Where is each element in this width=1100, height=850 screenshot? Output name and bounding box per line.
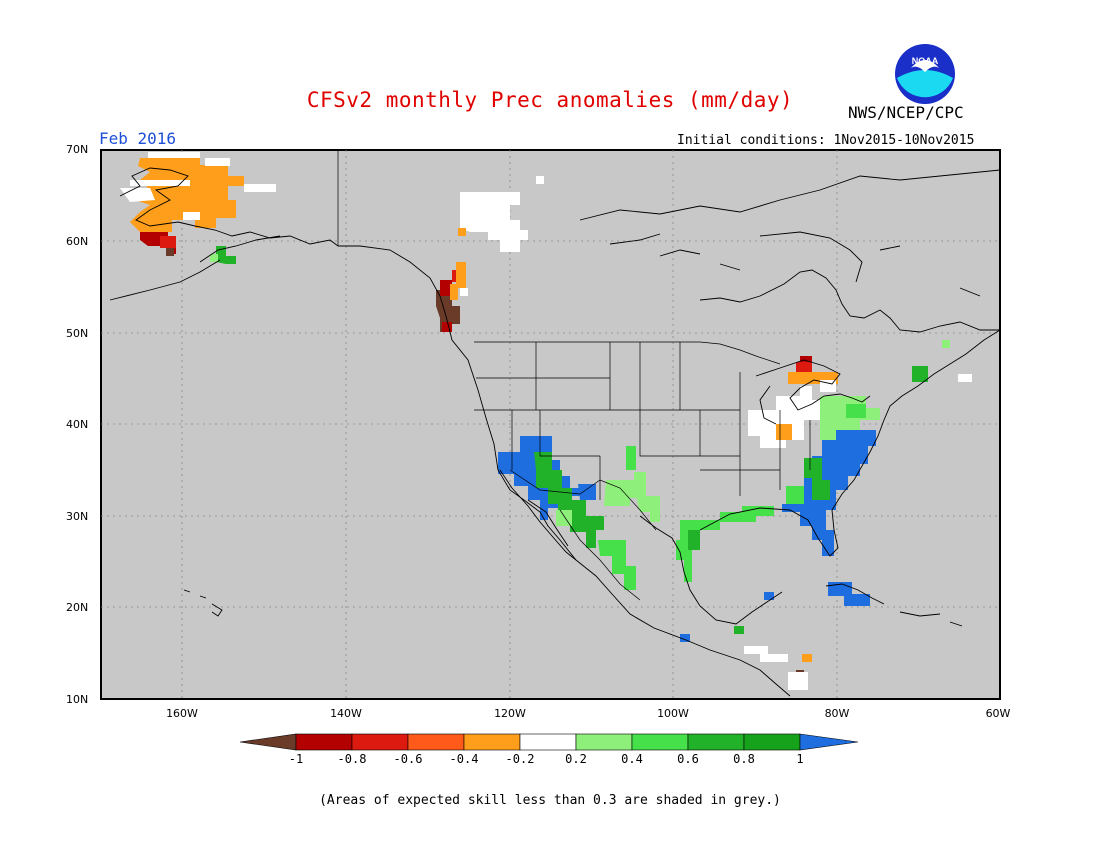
- colorbar-tick-label: 1: [796, 752, 804, 766]
- lat-label-60n: 60N: [66, 235, 89, 248]
- noaa-logo-text: NOAA: [912, 56, 939, 66]
- anomaly-cells: [120, 152, 972, 690]
- lat-label-10n: 10N: [66, 693, 89, 706]
- lon-label-100w: 100W: [657, 707, 689, 720]
- colorbar-tick-label: 0.6: [677, 752, 699, 766]
- colorbar-segment: [631, 733, 689, 751]
- colorbar-segment: [295, 733, 353, 751]
- colorbar-tick-label: -0.8: [337, 752, 367, 766]
- agency-label: NWS/NCEP/CPC: [848, 103, 964, 122]
- colorbar-arrow-high: [799, 733, 859, 751]
- colorbar-tick-label: 0.2: [565, 752, 587, 766]
- colorbar-segment: [687, 733, 745, 751]
- valid-month: Feb 2016: [99, 129, 177, 148]
- lon-label-120w: 120W: [494, 707, 526, 720]
- lon-label-140w: 140W: [330, 707, 362, 720]
- map-title: CFSv2 monthly Prec anomalies (mm/day): [306, 88, 794, 112]
- political-borders: [337, 150, 811, 601]
- lon-label-80w: 80W: [824, 707, 850, 720]
- colorbar-segment: [463, 733, 521, 751]
- colorbar-segment: [407, 733, 465, 751]
- colorbar-segment: [743, 733, 801, 751]
- lon-label-60w: 60W: [985, 707, 1011, 720]
- colorbar-tick-label: -1: [288, 752, 304, 766]
- colorbar-segment: [351, 733, 409, 751]
- lat-label-70n: 70N: [66, 143, 89, 156]
- lat-label-30n: 30N: [66, 510, 89, 523]
- lat-label-50n: 50N: [66, 327, 89, 340]
- initial-conditions: Initial conditions: 1Nov2015-10Nov2015: [677, 133, 975, 148]
- coastlines: [109, 167, 1001, 697]
- colorbar-tick-label: 0.8: [733, 752, 755, 766]
- noaa-logo: NOAA: [895, 44, 955, 104]
- colorbar-tick-label: -0.4: [449, 752, 479, 766]
- colorbar-segment: [519, 733, 577, 751]
- colorbar-tick-label: -0.6: [393, 752, 423, 766]
- colorbar-segment: [575, 733, 633, 751]
- lat-label-40n: 40N: [66, 418, 89, 431]
- colorbar-tick-label: -0.2: [505, 752, 535, 766]
- colorbar-tick-label: 0.4: [621, 752, 643, 766]
- lon-label-160w: 160W: [166, 707, 198, 720]
- lat-label-20n: 20N: [66, 601, 89, 614]
- skill-footnote: (Areas of expected skill less than 0.3 a…: [319, 793, 781, 808]
- colorbar-arrow-low: [239, 733, 297, 751]
